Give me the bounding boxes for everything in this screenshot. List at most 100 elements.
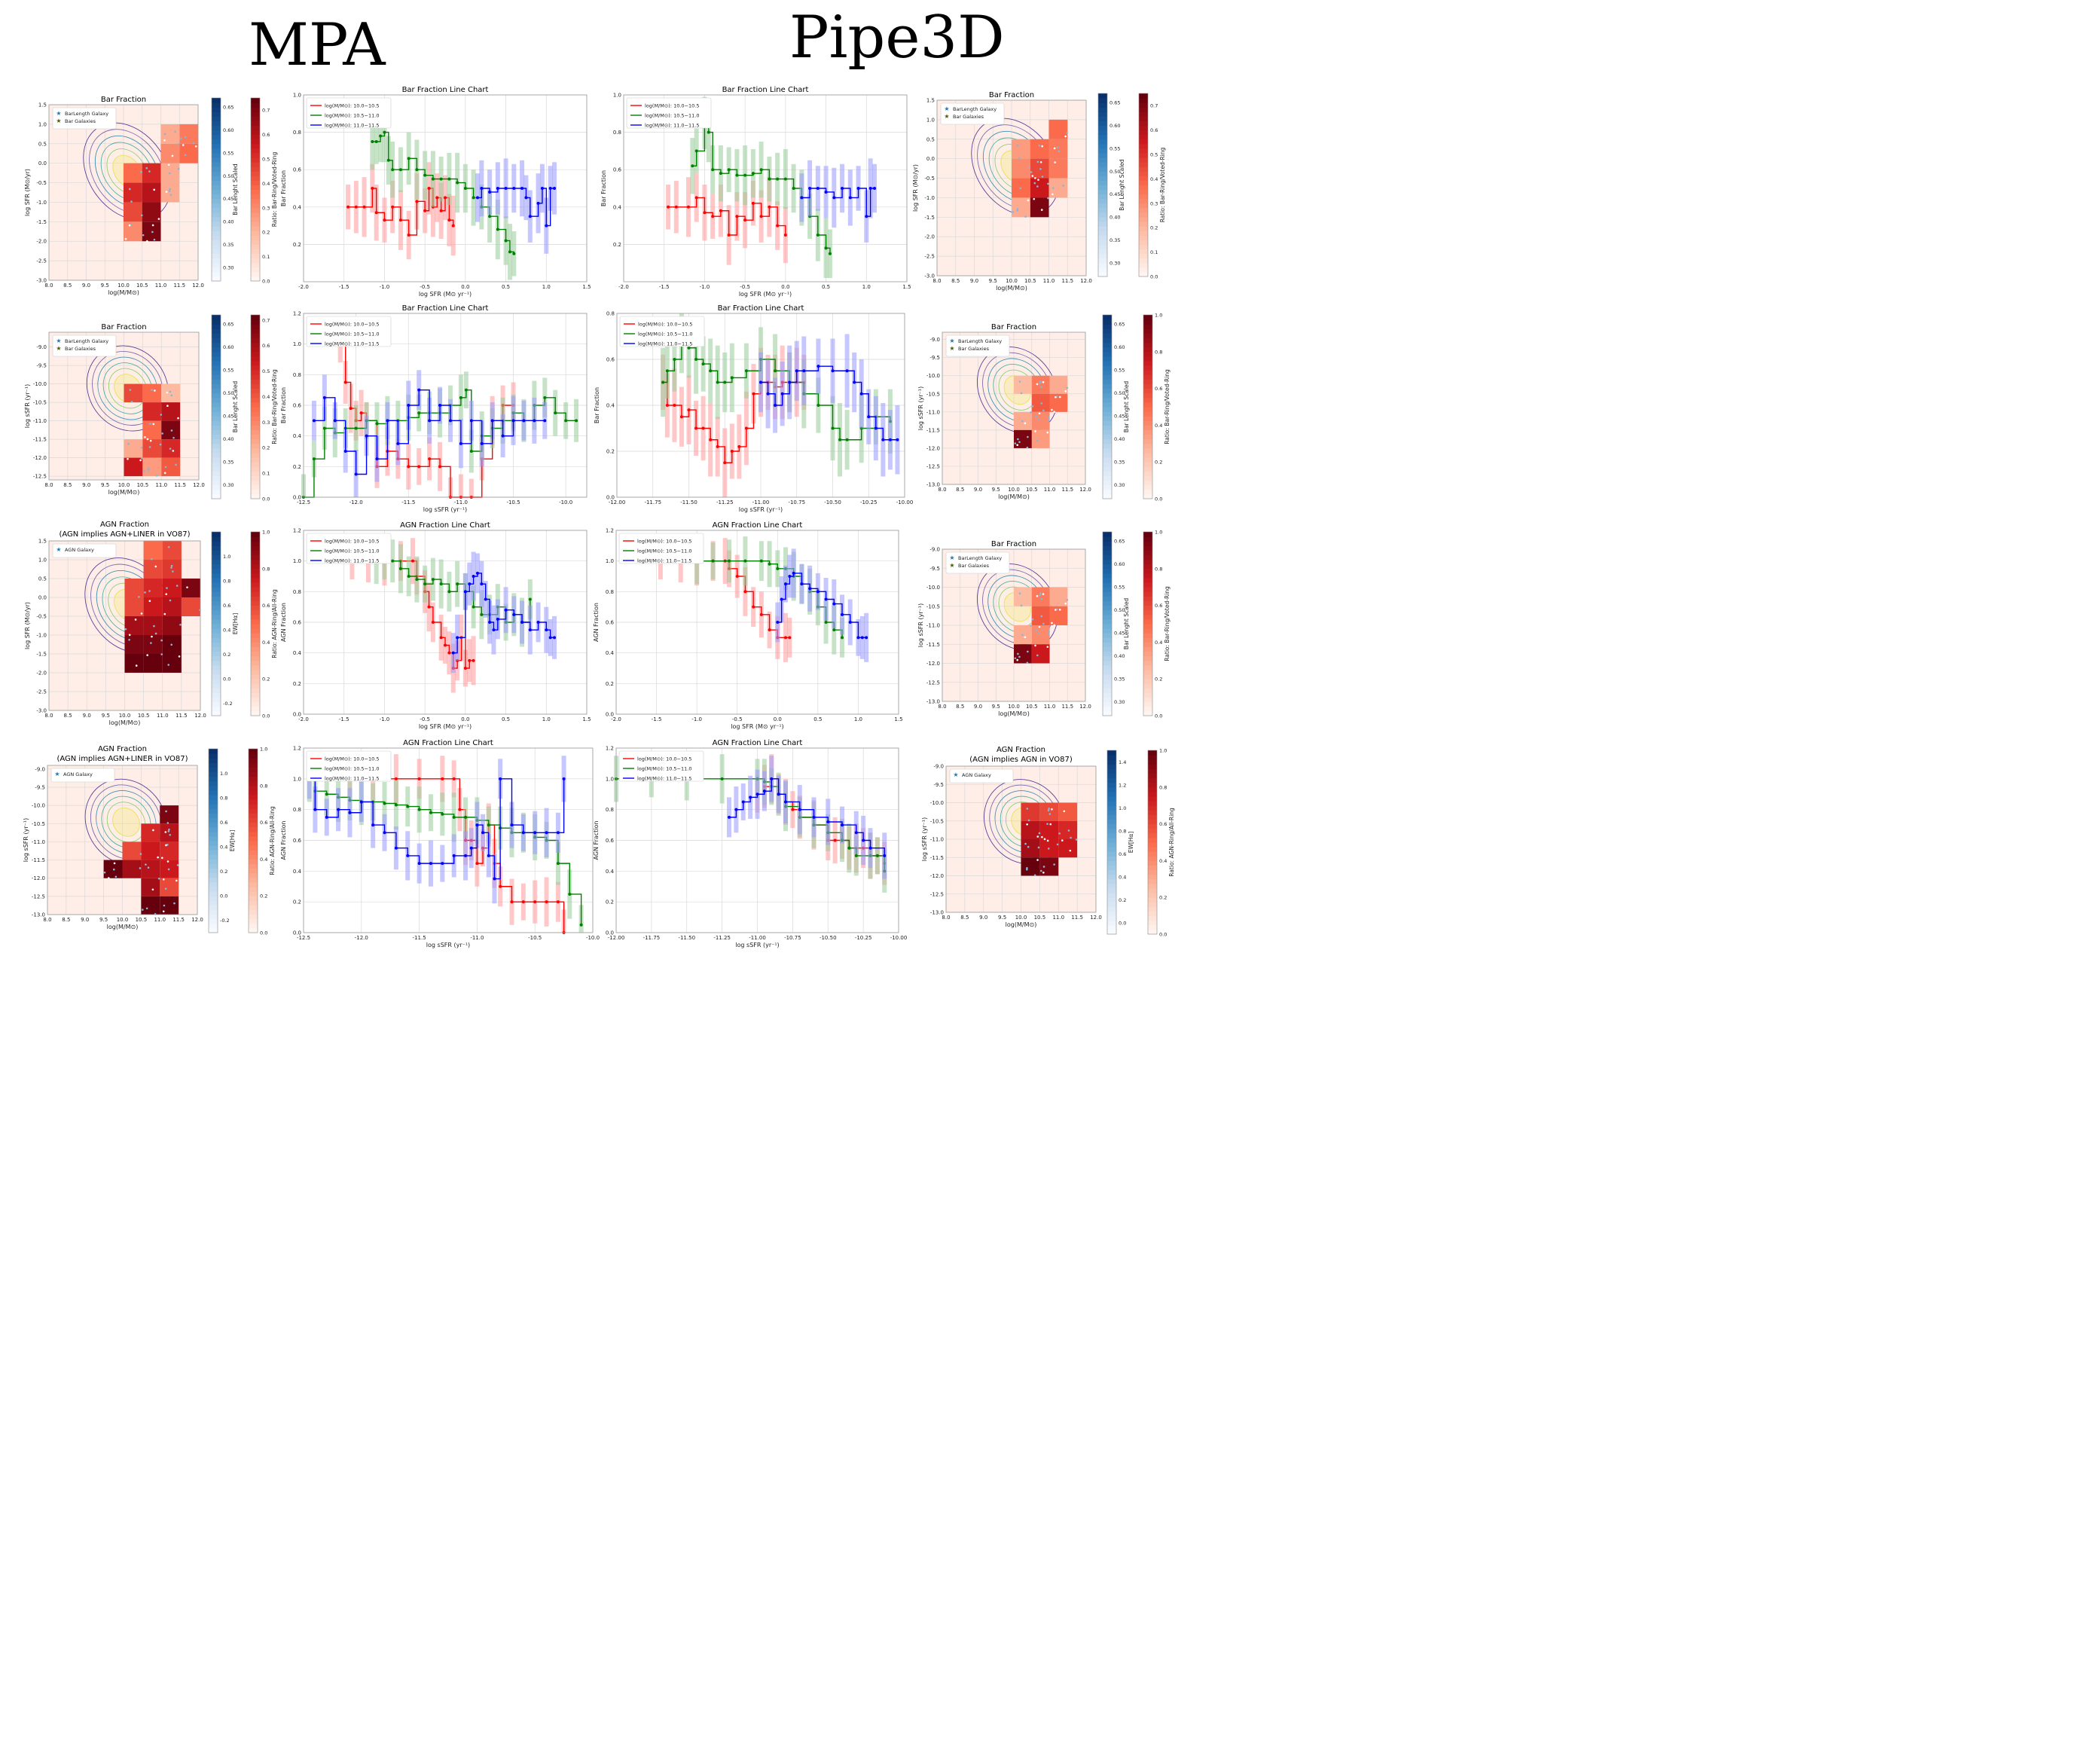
mpa-r3-heat-cbar-blue-step-30 [212,573,221,579]
mpa-r1-line-title: Bar Fraction Line Chart [402,86,489,94]
p3d-r4-heat-point-20 [1047,848,1050,850]
p3d-r1-line-xlabel: log SFR (M⊙ yr⁻¹) [739,291,792,298]
p3d-r1-heat-point-6 [1041,145,1043,148]
p3d-r2-heat-cbar-blue-step-4 [1103,475,1112,481]
mpa-r2-heat-cbar-blue-frame [211,314,221,499]
mpa-r2-line-legend-box [306,316,392,347]
mpa-r2-line-series-2-point-20 [522,419,526,423]
p3d-r2-line-ytick-0: 0.0 [606,495,615,501]
mpa-r2-heat-cbar-blue-step-20 [212,402,221,408]
mpa-r4-line-series-2-point-3 [337,808,340,811]
p3d-r3-heat-point-24 [1034,644,1036,647]
p3d-r4-heat-cbar-red-step-32 [1148,782,1157,788]
mpa-r4-line-series-2-point-24 [545,831,548,835]
mpa-r2-heat-cbar-blue-step-8 [212,457,221,463]
p3d-r4-heat-xtick-6: 11.0 [1052,915,1064,921]
p3d-r4-heat-xtick-3: 9.5 [998,915,1006,921]
mpa-r1-heat-point-6 [153,188,155,191]
p3d-r1-heat-point-7 [1036,185,1039,188]
mpa-r4-heat-point-22 [176,864,179,866]
p3d-r2-heat-ylabel: log sSFR (yr⁻¹) [917,386,924,430]
p3d-r4-heat-cbar-blue-step-24 [1107,819,1116,825]
mpa-r3-heat-cell-0 [143,541,163,560]
mpa-r1-heat-cbar-red-step-28 [251,148,260,154]
p3d-r3-heat-cbar-blue-step-7 [1103,679,1112,684]
p3d-r2-heat-frame [942,331,1086,485]
mpa-r2-heat-point-2 [155,475,158,477]
p3d-r1-line-series-1-point-5 [719,172,722,176]
p3d-r1-line-legend-label-0: log(M/M⊙): 10.0~10.5 [645,103,699,109]
mpa-r4-heat-cbar-red-step-14 [249,863,258,869]
p3d-r4-line-series-2-point-11 [826,820,830,823]
p3d-r2-heat-point-10 [1047,419,1050,421]
p3d-r2-heat-legend-box [945,334,1010,357]
mpa-r4-line-legend-box [306,750,392,782]
p3d-r3-heat-cbar-red-step-37 [1143,541,1152,546]
p3d-r3-heat-cbar-red-step-25 [1143,596,1152,601]
mpa-r2-heat-cbar-blue-step-24 [212,383,221,389]
p3d-r1-heat-cbar-red-step-25 [1139,157,1148,163]
p3d-r2-heat-point-26 [1040,402,1043,405]
p3d-r1-heat-cell-6 [1012,158,1030,179]
p3d-r2-heat-cbar-red-step-2 [1143,484,1152,490]
p3d-r4-heat-xtick-2: 9.0 [979,915,987,921]
p3d-r1-heat-cbar-red-step-21 [1139,176,1148,181]
p3d-r2-heat-xtick-7: 11.5 [1061,487,1073,493]
mpa-r2-line-xtick-2: -11.5 [401,499,415,505]
p3d-r4-heat-title: AGN Fraction [997,746,1045,754]
mpa-r2-heat-cbar-blue-step-10 [212,447,221,454]
mpa-r2-line-series-2-point-6 [375,457,379,461]
mpa-r4-heat-point-28 [165,810,167,813]
p3d-r3-heat-cbar-blue-tick-6: 0.60 [1114,561,1125,567]
p3d-r4-heat-cell-10 [1039,857,1059,876]
mpa-r3-heat-subtitle: (AGN implies AGN+LINER in VO87) [59,530,190,539]
mpa-r2-line-series-0-err-14 [458,474,463,497]
mpa-r1-line-series-2-point-0 [475,196,479,200]
p3d-r3-heat-point-11 [1030,625,1033,627]
p3d-r3-line-series-2-point-2 [784,582,787,586]
mpa-r2-heat-point-33 [163,472,166,475]
mpa-r2-heat-cbar-red-step-18 [251,411,260,417]
mpa-r3-line-xtick-7: 1.5 [582,716,591,722]
mpa-r2-line-series-1-point-24 [543,396,547,399]
p3d-r3-heat-cbar-red-step-14 [1143,646,1152,652]
p3d-r1-heat-cbar-blue-step-38 [1098,98,1107,103]
mpa-r1-heat-cbar-blue-tick-3: 0.45 [223,196,234,202]
p3d-r3-heat-cbar-red-step-23 [1143,605,1152,611]
p3d-r2-heat-cbar-red-step-19 [1143,407,1152,412]
mpa-r4-heat-cbar-blue-step-38 [209,753,218,759]
p3d-r2-line-legend-box [619,316,705,347]
mpa-r1-heat-point-24 [182,144,185,146]
p3d-r3-line-series-2-point-0 [776,621,780,624]
p3d-r2-heat-cbar-red-step-20 [1143,402,1152,408]
p3d-r4-heat-ytick-8: -9.0 [933,764,944,770]
mpa-r1-heat-cbar-red-step-15 [251,207,260,213]
p3d-r1-heat-cbar-blue-step-16 [1098,198,1107,204]
p3d-r1-line-series-0-point-2 [686,205,690,209]
mpa-r3-heat-cbar-blue-step-13 [212,651,221,657]
mpa-r4-heat-cell-7 [122,860,142,878]
p3d-r2-heat-point-28 [1018,380,1021,383]
p3d-r4-heat-cell-4 [1039,820,1059,839]
mpa-r1-line-ytick-3: 0.8 [293,130,301,136]
p3d-r3-line-xtick-0: -2.0 [611,716,621,722]
p3d-r4-heat-point-5 [1027,819,1030,822]
mpa-r2-line-ytick-1: 0.2 [293,464,301,470]
p3d-r2-heat-cbar-red-step-33 [1143,342,1152,348]
mpa-r4-heat-cbar-blue-step-13 [209,868,218,874]
p3d-r3-heat-cbar-red-step-20 [1143,618,1152,625]
mpa-r4-heat-point-4 [145,907,148,910]
mpa-r3-heat-cbar-red-step-7 [251,679,260,684]
p3d-r4-line-xtick-3: -11.25 [713,935,731,941]
p3d-r1-line-xtick-3: -0.5 [740,284,750,290]
p3d-r4-heat-cell-5 [1058,820,1078,839]
p3d-r2-heat-ytick-7: -9.5 [929,355,940,361]
mpa-r3-heat-frame [48,540,201,711]
mpa-r3-line-title: AGN Fraction Line Chart [400,521,490,530]
mpa-r2-heat-point-17 [149,423,151,425]
mpa-r3-heat-cbar-blue-step-10 [212,664,221,670]
mpa-r4-heat-point-29 [103,871,106,874]
mpa-r3-heat-cbar-blue-step-7 [212,679,221,684]
mpa-r1-heat-cbar-blue-step-2 [212,267,221,273]
p3d-r2-heat-title: Bar Fraction [991,323,1036,331]
